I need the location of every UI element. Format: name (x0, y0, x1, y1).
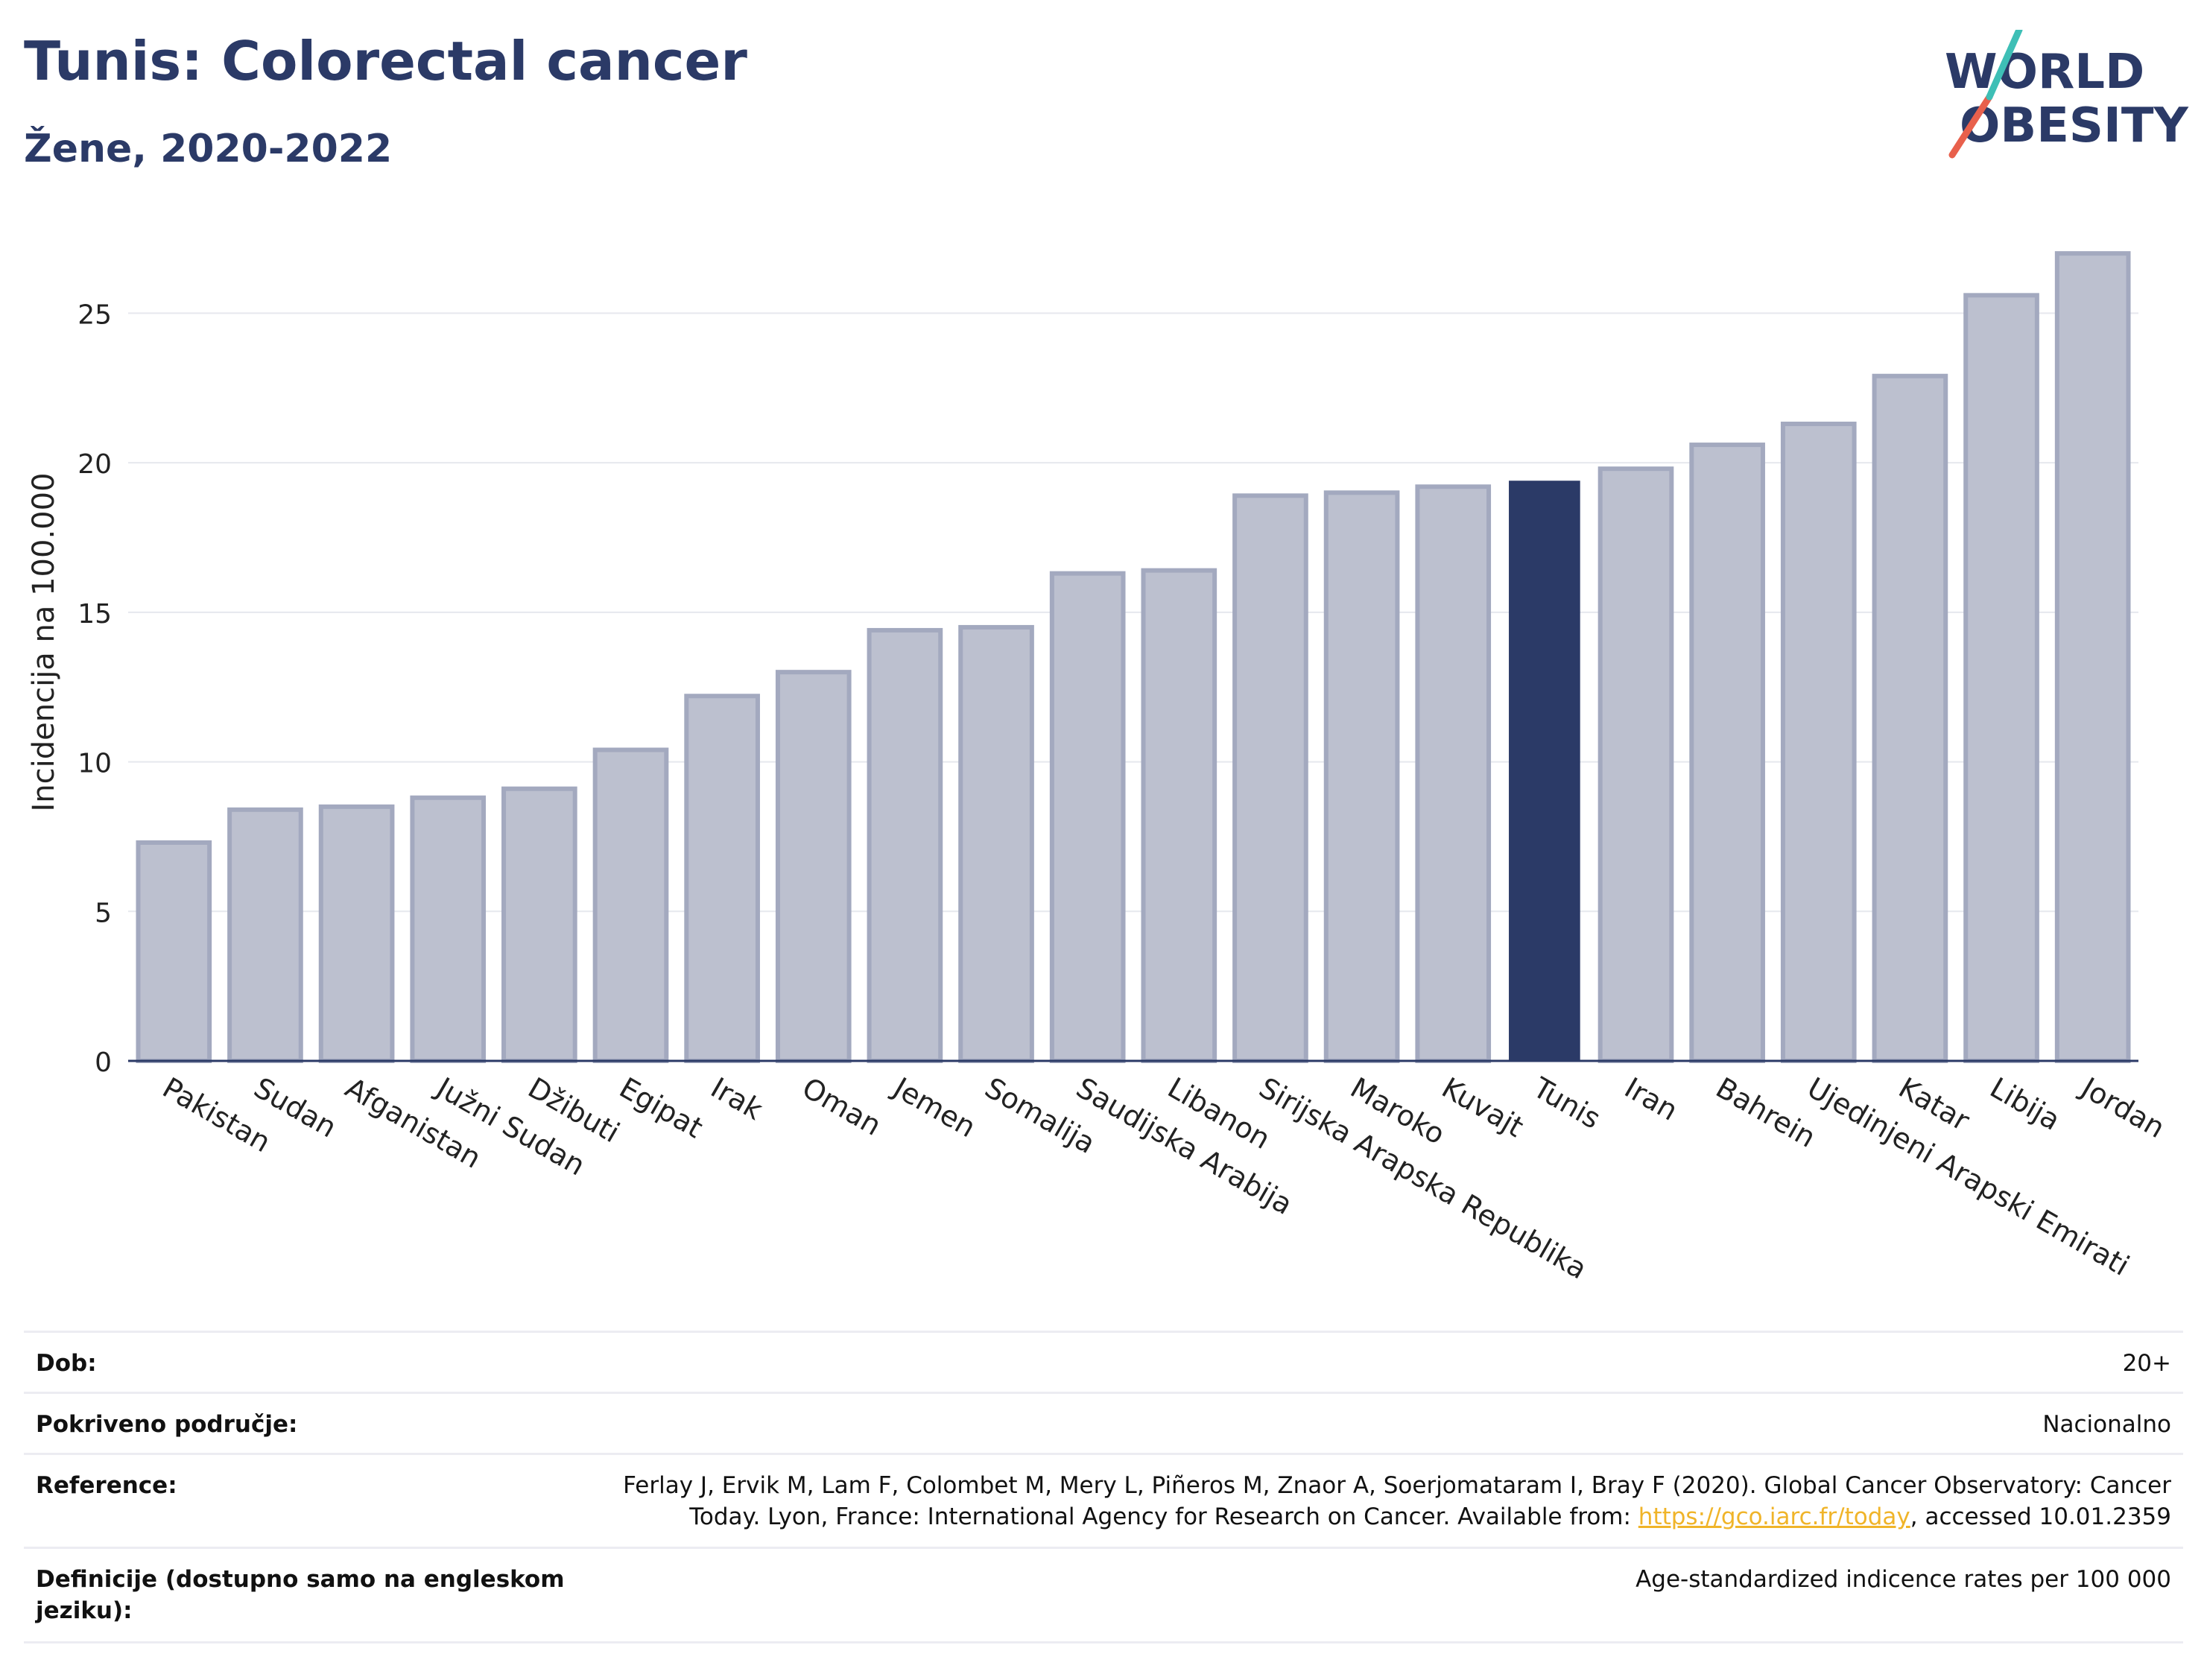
page-title: Tunis: Colorectal cancer (24, 30, 747, 92)
bar-afganistan (318, 804, 395, 1064)
bar-pakistan (136, 840, 212, 1063)
bar-maroko (1323, 490, 1400, 1063)
bar-iran (1597, 466, 1674, 1063)
y-tick-label: 15 (77, 599, 112, 630)
x-tick-label: Jemen (887, 1071, 981, 1144)
y-tick-label: 10 (77, 749, 112, 779)
info-label-age: Dob: (36, 1350, 97, 1377)
x-tick-label: Oman (797, 1071, 887, 1142)
info-value-reference: Ferlay J, Ervik M, Lam F, Colombet M, Me… (623, 1470, 2171, 1532)
reference-text-line1: Ferlay J, Ervik M, Lam F, Colombet M, Me… (623, 1472, 2171, 1499)
x-tick-label: Jordan (2074, 1071, 2170, 1145)
info-value-coverage: Nacionalno (2042, 1411, 2171, 1438)
bar-sirijska-arapska-republika (1232, 493, 1308, 1063)
x-tick-label: Tunis (1527, 1071, 1606, 1135)
y-tick-label: 20 (77, 449, 112, 480)
x-tick-label: Libija (1985, 1071, 2066, 1137)
y-axis-label: Incidencija na 100.000 (27, 472, 61, 811)
bar-irak (684, 694, 760, 1063)
info-label-definitions: Definicije (dostupno samo na engleskom j… (36, 1564, 565, 1626)
x-tick-label: Egipat (614, 1071, 709, 1145)
bar-jemen (867, 627, 943, 1063)
info-value-age: 20+ (2122, 1350, 2171, 1377)
bar-libanon (1141, 568, 1217, 1063)
definitions-label-line1: Definicije (dostupno samo na engleskom (36, 1566, 565, 1593)
info-value-definitions: Age-standardized indicence rates per 100… (1635, 1566, 2171, 1593)
bar-somalija (958, 624, 1034, 1063)
reference-link[interactable]: https://gco.iarc.fr/today (1638, 1503, 1910, 1530)
definitions-label-line2: jeziku): (36, 1597, 133, 1624)
svg-text:WORLD: WORLD (1945, 45, 2144, 100)
bar-bahrein (1689, 443, 1765, 1063)
world-obesity-logo: WORLD OBESITY (1945, 30, 2188, 159)
bar-sudan (227, 807, 303, 1064)
info-label-coverage: Pokriveno područje: (36, 1411, 298, 1438)
bar-saudijska-arabija (1049, 571, 1126, 1063)
info-label-reference: Reference: (36, 1472, 177, 1499)
bar-katar (1872, 373, 1948, 1063)
x-tick-label: Kuvajt (1437, 1071, 1529, 1144)
bar-južni-sudan (410, 795, 487, 1063)
info-row-age: Dob: 20+ (24, 1331, 2183, 1392)
info-row-reference: Reference: Ferlay J, Ervik M, Lam F, Col… (24, 1453, 2183, 1547)
reference-text-line2: Today. Lyon, France: International Agenc… (623, 1501, 2171, 1532)
bar-džibuti (501, 786, 577, 1063)
info-row-coverage: Pokriveno područje: Nacionalno (24, 1392, 2183, 1454)
bar-libija (1963, 293, 2039, 1063)
x-tick-label: Irak (706, 1071, 768, 1126)
reference-text-post: , accessed 10.01.2359 (1910, 1503, 2171, 1530)
svg-text:OBESITY: OBESITY (1960, 98, 2188, 153)
x-tick-label: Iran (1619, 1071, 1683, 1127)
x-tick-label: Bahrein (1711, 1071, 1822, 1154)
bar-egipat (592, 747, 669, 1063)
y-tick-label: 5 (95, 898, 112, 928)
page-subtitle: Žene, 2020-2022 (24, 127, 393, 171)
reference-text-pre: Today. Lyon, France: International Agenc… (689, 1503, 1638, 1530)
bar-ujedinjeni-arapski-emirati (1780, 421, 1857, 1063)
bar-oman (775, 670, 852, 1063)
bar-jordan (2054, 251, 2131, 1064)
bar-kuvajt (1415, 484, 1492, 1063)
y-tick-label: 0 (95, 1047, 112, 1078)
y-tick-label: 25 (77, 299, 112, 330)
bar-tunis (1509, 481, 1580, 1061)
info-row-definitions: Definicije (dostupno samo na engleskom j… (24, 1547, 2183, 1643)
